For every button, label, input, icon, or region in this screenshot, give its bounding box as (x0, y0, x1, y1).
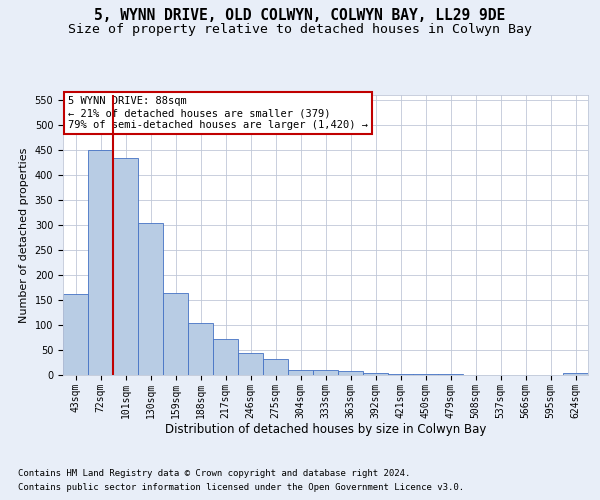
Bar (463, 374, 488, 375)
Bar (338, 371, 363, 375)
Bar (538, 374, 563, 375)
Bar (113, 158, 138, 375)
Text: 5 WYNN DRIVE: 88sqm
← 21% of detached houses are smaller (379)
79% of semi-detac: 5 WYNN DRIVE: 88sqm ← 21% of detached ho… (68, 96, 368, 130)
Bar (238, 353, 263, 375)
Bar (138, 222, 163, 375)
Bar (288, 370, 313, 375)
Bar (363, 372, 388, 375)
Y-axis label: Number of detached properties: Number of detached properties (19, 148, 29, 322)
Text: Contains HM Land Registry data © Crown copyright and database right 2024.: Contains HM Land Registry data © Crown c… (18, 468, 410, 477)
Bar (388, 374, 413, 375)
Bar (413, 374, 438, 375)
Text: Size of property relative to detached houses in Colwyn Bay: Size of property relative to detached ho… (68, 22, 532, 36)
Text: Contains public sector information licensed under the Open Government Licence v3: Contains public sector information licen… (18, 484, 464, 492)
X-axis label: Distribution of detached houses by size in Colwyn Bay: Distribution of detached houses by size … (165, 424, 486, 436)
Bar (488, 374, 513, 375)
Bar (163, 292, 188, 375)
Bar (188, 322, 213, 375)
Bar (63, 294, 88, 375)
Text: 5, WYNN DRIVE, OLD COLWYN, COLWYN BAY, LL29 9DE: 5, WYNN DRIVE, OLD COLWYN, COLWYN BAY, L… (94, 8, 506, 22)
Bar (263, 358, 288, 375)
Bar (438, 374, 463, 375)
Bar (213, 338, 238, 375)
Bar (513, 374, 538, 375)
Bar (88, 150, 113, 375)
Bar (563, 373, 588, 375)
Bar (313, 370, 338, 375)
